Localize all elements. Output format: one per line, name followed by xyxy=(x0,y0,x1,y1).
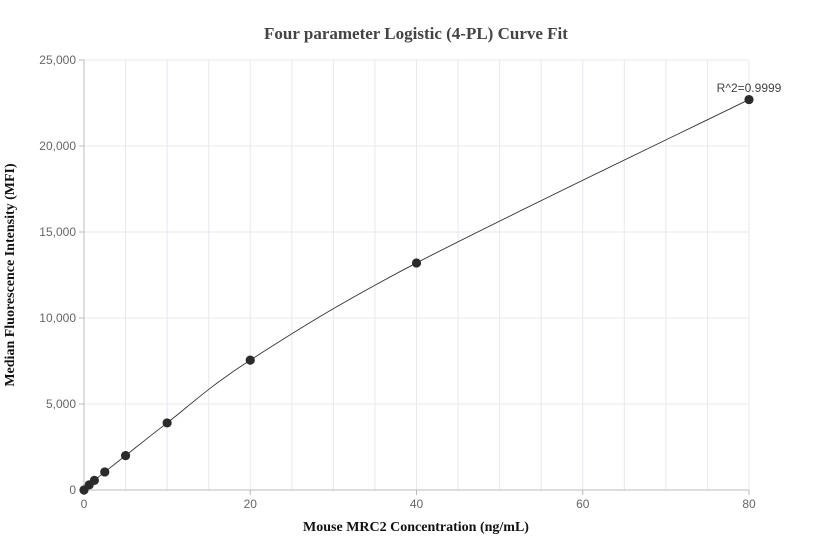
x-tick-label: 40 xyxy=(410,497,424,511)
r-squared-annotation: R^2=0.9999 xyxy=(717,81,782,95)
y-tick-label: 0 xyxy=(69,483,76,497)
y-tick-label: 15,000 xyxy=(39,225,76,239)
data-point xyxy=(744,94,754,105)
data-point xyxy=(245,355,255,365)
x-axis-title: Mouse MRC2 Concentration (ng/mL) xyxy=(303,520,529,535)
y-tick-label: 10,000 xyxy=(39,311,76,325)
x-tick-label: 80 xyxy=(742,497,756,511)
chart-title: Four parameter Logistic (4-PL) Curve Fit xyxy=(264,24,568,43)
grid xyxy=(83,59,750,491)
data-point xyxy=(100,467,110,477)
x-tick-label: 0 xyxy=(81,497,88,511)
data-point xyxy=(162,418,172,428)
data-point xyxy=(120,451,131,461)
y-tick-label: 25,000 xyxy=(39,53,76,67)
x-tick-label: 20 xyxy=(244,497,258,511)
data-points xyxy=(79,94,754,495)
y-tick-label: 20,000 xyxy=(39,139,76,153)
x-tick-label: 60 xyxy=(576,497,590,511)
y-axis-title: Median Fluorescence Intensity (MFI) xyxy=(3,163,18,387)
axes xyxy=(79,59,750,495)
y-tick-label: 5,000 xyxy=(46,397,76,411)
data-point xyxy=(411,258,422,268)
data-point xyxy=(89,475,99,485)
tick-labels: 0 20 40 60 80 0 5,000 10,000 15,000 20,000 25,000 xyxy=(39,53,756,511)
